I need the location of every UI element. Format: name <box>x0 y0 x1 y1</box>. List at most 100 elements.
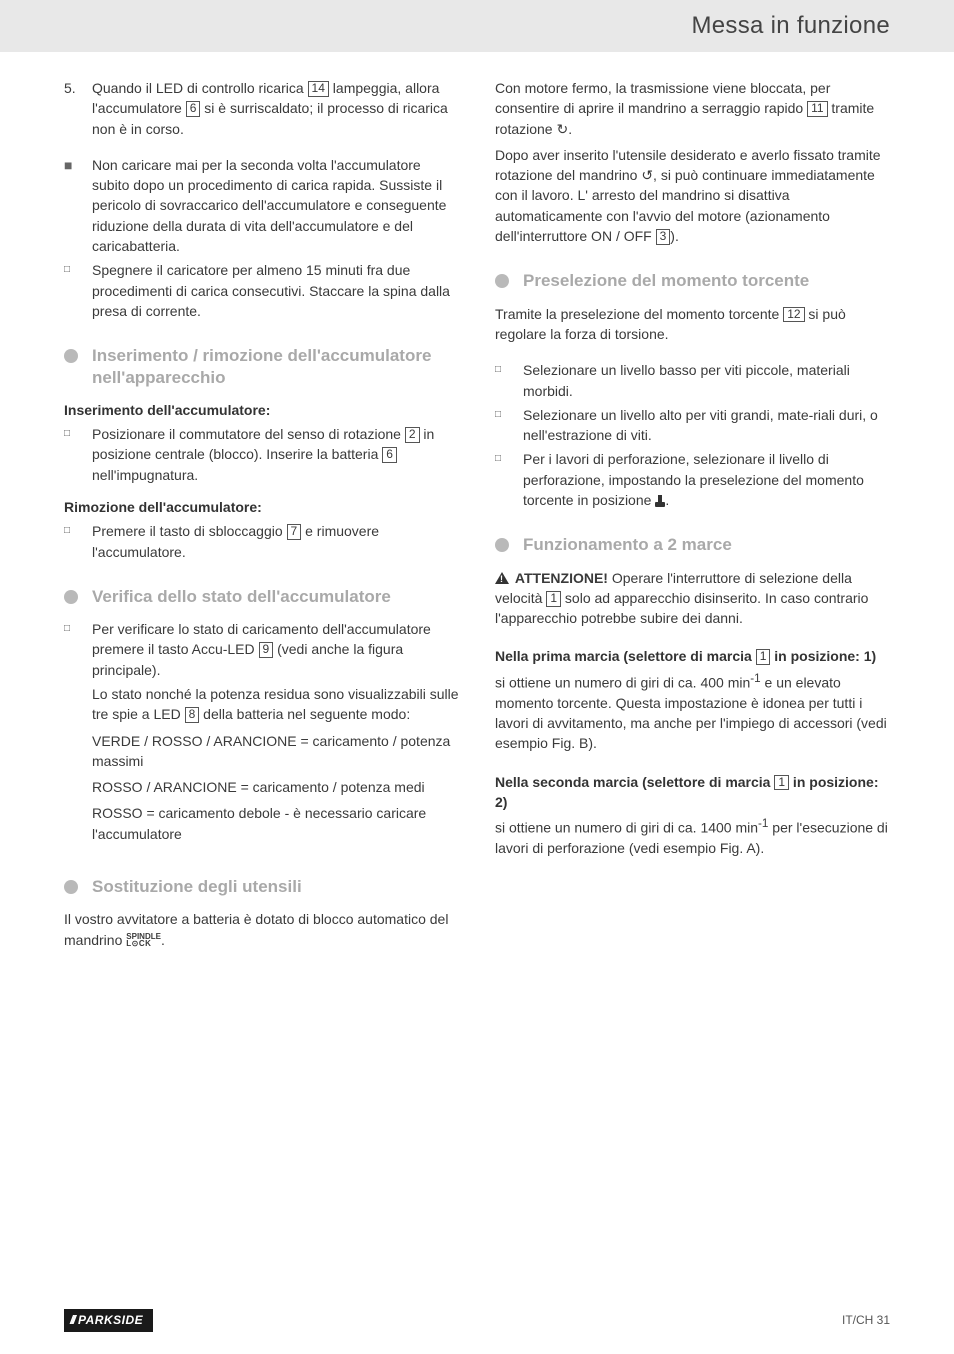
ref-12: 12 <box>783 307 804 323</box>
ref-1: 1 <box>756 649 771 665</box>
section-title: Inserimento / rimozione dell'accumulator… <box>92 345 459 388</box>
ref-3: 3 <box>656 229 671 245</box>
text: Per i lavori di perforazione, selezionar… <box>523 449 890 510</box>
verify-item: □ Per verificare lo stato di caricamento… <box>64 619 459 680</box>
text: Premere il tasto di sbloccaggio 7 e rimu… <box>92 521 459 562</box>
right-column: Con motore fermo, la trasmissione viene … <box>495 78 890 956</box>
section-two-speed: Funzionamento a 2 marce <box>495 534 890 555</box>
text: in posizione: 1) <box>770 648 876 664</box>
section-insert-remove: Inserimento / rimozione dell'accumulator… <box>64 345 459 388</box>
spindle-lock-text: Il vostro avvitatore a batteria è dotato… <box>64 909 459 950</box>
section-dot-icon <box>495 274 509 288</box>
remove-item: □ Premere il tasto di sbloccaggio 7 e ri… <box>64 521 459 562</box>
text: nell'impugnatura. <box>92 467 198 483</box>
insert-subhead: Inserimento dell'accumulatore: <box>64 400 459 420</box>
open-square-marker: □ <box>64 622 92 683</box>
led-red: ROSSO = caricamento debole - è necessari… <box>92 803 459 844</box>
text: Quando il LED di controllo ricarica <box>92 80 308 96</box>
text: Posizionare il commutatore del senso di … <box>92 426 405 442</box>
text: Non caricare mai per la seconda volta l'… <box>92 155 459 256</box>
section-title: Sostituzione degli utensili <box>92 876 302 897</box>
section-tool-change: Sostituzione degli utensili <box>64 876 459 897</box>
text: Posizionare il commutatore del senso di … <box>92 424 459 485</box>
gear-1-body: si ottiene un numero di giri di ca. 400 … <box>495 671 890 754</box>
text: Selezionare un livello alto per viti gra… <box>523 405 890 446</box>
led-red-orange: ROSSO / ARANCIONE = caricamento / potenz… <box>92 777 459 797</box>
rotate-cw-icon: ↻ <box>556 121 568 137</box>
section-dot-icon <box>64 880 78 894</box>
insert-item: □ Posizionare il commutatore del senso d… <box>64 424 459 485</box>
text: Tramite la preselezione del momento torc… <box>495 306 783 322</box>
text: Selezionare un livello basso per viti pi… <box>523 360 890 401</box>
attention-label: ATTENZIONE! <box>515 570 608 586</box>
open-square-marker: □ <box>495 408 523 449</box>
text: si ottiene un numero di giri di ca. 400 … <box>495 674 750 690</box>
ref-6: 6 <box>186 101 201 117</box>
gear-2-head: Nella seconda marcia (selettore di marci… <box>495 772 890 813</box>
led-green-red-orange: VERDE / ROSSO / ARANCIONE = caricamento … <box>92 731 459 772</box>
rotate-ccw-icon: ↺ <box>641 167 653 183</box>
torque-drill-item: □ Per i lavori di perforazione, selezion… <box>495 449 890 510</box>
ref-9: 9 <box>259 642 274 658</box>
attention-text: ATTENZIONE! Operare l'interruttore di se… <box>495 568 890 629</box>
brand-badge: ///PARKSIDE <box>64 1309 153 1332</box>
warning-triangle-icon <box>495 572 509 584</box>
torque-low-item: □ Selezionare un livello basso per viti … <box>495 360 890 401</box>
ref-2: 2 <box>405 427 420 443</box>
square-bullet-marker: ■ <box>64 155 92 256</box>
section-title: Funzionamento a 2 marce <box>523 534 732 555</box>
ref-1: 1 <box>546 591 561 607</box>
text: Con motore fermo, la trasmissione viene … <box>495 80 830 116</box>
step-5-text: Quando il LED di controllo ricarica 14 l… <box>92 78 459 139</box>
section-dot-icon <box>495 538 509 552</box>
section-battery-state: Verifica dello stato dell'accumulatore <box>64 586 459 607</box>
superscript: -1 <box>758 817 768 830</box>
open-square-marker: □ <box>64 524 92 565</box>
text: ). <box>670 228 679 244</box>
text: . <box>568 121 572 137</box>
header-title: Messa in funzione <box>691 9 890 44</box>
step-5-number: 5. <box>64 78 92 139</box>
spindle-lock-icon: SPINDLEL⊙CK <box>126 933 161 947</box>
text: Per verificare lo stato di caricamento d… <box>92 619 459 680</box>
bullet-no-recharge: ■ Non caricare mai per la seconda volta … <box>64 155 459 256</box>
verify-continued: Lo stato nonché la potenza residua sono … <box>64 684 459 844</box>
remove-subhead: Rimozione dell'accumulatore: <box>64 497 459 517</box>
ref-6: 6 <box>382 447 397 463</box>
open-square-marker: □ <box>495 363 523 404</box>
open-square-marker: □ <box>495 452 523 513</box>
ref-1: 1 <box>774 775 789 791</box>
text: Nella seconda marcia (selettore di marci… <box>495 774 774 790</box>
step-5: 5. Quando il LED di controllo ricarica 1… <box>64 78 459 139</box>
ref-14: 14 <box>308 81 329 97</box>
text: Per i lavori di perforazione, selezionar… <box>523 451 864 508</box>
item-switch-off: □ Spegnere il caricatore per almeno 15 m… <box>64 260 459 321</box>
text: . <box>161 932 165 948</box>
text: Il vostro avvitatore a batteria è dotato… <box>64 911 448 947</box>
open-square-marker: □ <box>64 263 92 324</box>
after-insert-text: Dopo aver inserito l'utensile desiderato… <box>495 145 890 246</box>
gear-2-body: si ottiene un numero di giri di ca. 1400… <box>495 816 890 858</box>
text: Nella prima marcia (selettore di marcia <box>495 648 756 664</box>
open-square-marker: □ <box>64 427 92 488</box>
torque-high-item: □ Selezionare un livello alto per viti g… <box>495 405 890 446</box>
text: si ottiene un numero di giri di ca. 1400… <box>495 820 758 836</box>
left-column: 5. Quando il LED di controllo ricarica 1… <box>64 78 459 956</box>
ref-8: 8 <box>185 707 200 723</box>
page-body: 5. Quando il LED di controllo ricarica 1… <box>0 52 954 956</box>
text: Spegnere il caricatore per almeno 15 min… <box>92 260 459 321</box>
text: Lo stato nonché la potenza residua sono … <box>92 684 459 725</box>
drill-icon <box>655 495 665 507</box>
page-number: IT/CH 31 <box>842 1312 890 1329</box>
transmission-text: Con motore fermo, la trasmissione viene … <box>495 78 890 139</box>
gear-1-head: Nella prima marcia (selettore di marcia … <box>495 646 890 666</box>
section-dot-icon <box>64 590 78 604</box>
section-title: Preselezione del momento torcente <box>523 270 809 291</box>
text: . <box>665 492 669 508</box>
ref-7: 7 <box>287 524 302 540</box>
brand-name: PARKSIDE <box>78 1313 143 1327</box>
ref-11: 11 <box>807 101 827 117</box>
header-bar: Messa in funzione <box>0 0 954 52</box>
section-title: Verifica dello stato dell'accumulatore <box>92 586 391 607</box>
section-torque-preselect: Preselezione del momento torcente <box>495 270 890 291</box>
